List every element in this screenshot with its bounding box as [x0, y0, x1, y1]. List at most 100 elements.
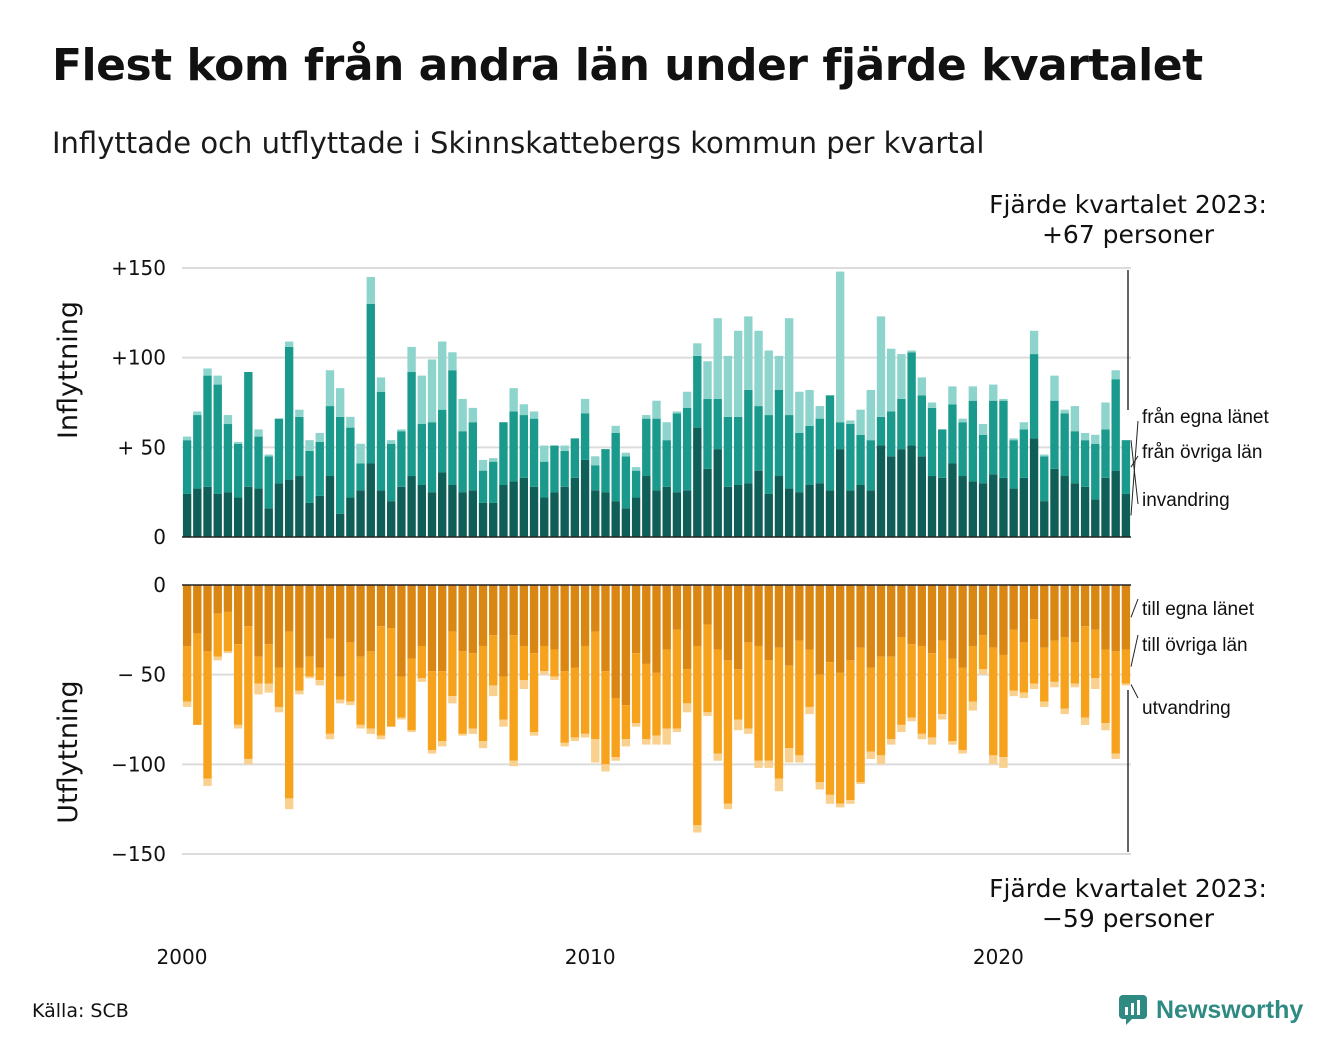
bar-utvandring	[764, 760, 773, 768]
bar-invandring	[295, 409, 304, 417]
bar-till-egna-länet	[1080, 585, 1090, 627]
bar-till-övriga-län	[223, 611, 233, 652]
bar-från-egna-länet	[713, 449, 722, 537]
bar-till-egna-länet	[682, 585, 692, 670]
bar-invandring	[356, 443, 365, 464]
bar-till-egna-länet	[387, 585, 396, 629]
bar-till-egna-länet	[958, 585, 967, 668]
bar-invandring	[489, 458, 498, 462]
brand-logo[interactable]: Newsworthy	[1118, 994, 1303, 1026]
bar-invandring	[387, 440, 396, 444]
bar-från-övriga-län	[366, 303, 375, 464]
bar-från-övriga-län	[835, 422, 845, 450]
bar-utvandring	[1121, 683, 1131, 686]
bar-från-egna-länet	[1029, 438, 1039, 537]
bar-utvandring	[856, 782, 865, 785]
bar-utvandring	[805, 706, 814, 715]
bar-till-övriga-län	[652, 672, 661, 736]
bar-till-egna-länet	[397, 585, 406, 677]
bar-till-egna-länet	[1101, 585, 1110, 650]
bar-till-övriga-län	[1091, 629, 1100, 679]
bar-från-övriga-län	[509, 411, 518, 482]
bar-till-övriga-län	[958, 667, 967, 750]
bar-från-övriga-län	[682, 407, 692, 491]
bar-till-egna-länet	[193, 585, 202, 634]
bar-till-övriga-län	[631, 653, 641, 724]
bar-invandring	[621, 452, 631, 457]
bar-från-övriga-län	[948, 404, 957, 464]
bar-utvandring	[754, 760, 763, 768]
bar-till-övriga-län	[519, 645, 529, 681]
bar-från-egna-länet	[335, 513, 345, 537]
bar-från-egna-länet	[662, 486, 671, 537]
bar-utvandring	[999, 757, 1008, 768]
bar-till-övriga-län	[733, 669, 743, 720]
bar-invandring	[591, 456, 600, 466]
bar-utvandring	[427, 749, 437, 754]
bar-från-egna-länet	[438, 472, 447, 537]
bar-invandring	[233, 441, 243, 444]
bar-utvandring	[744, 728, 753, 734]
bar-invandring	[917, 377, 926, 396]
bar-från-egna-länet	[1070, 483, 1080, 537]
bar-till-egna-länet	[897, 585, 906, 638]
bar-till-egna-länet	[652, 585, 661, 673]
bar-invandring	[529, 411, 539, 419]
bar-från-egna-länet	[703, 468, 712, 537]
annotations: Fjärde kvartalet 2023:+67 personerFjärde…	[989, 190, 1267, 933]
bar-invandring	[611, 425, 620, 433]
bar-till-övriga-län	[917, 645, 926, 734]
bar-till-övriga-län	[182, 645, 192, 702]
bar-från-egna-länet	[866, 490, 875, 537]
bar-invandring	[468, 407, 478, 423]
bar-från-egna-länet	[723, 486, 733, 537]
bar-till-egna-länet	[295, 585, 304, 668]
bar-utvandring	[652, 735, 661, 745]
bar-från-övriga-län	[295, 416, 304, 477]
bar-till-övriga-län	[213, 613, 222, 657]
bar-från-egna-länet	[397, 486, 406, 537]
bar-från-övriga-län	[1060, 413, 1069, 477]
bar-till-egna-länet	[458, 585, 467, 652]
bar-från-övriga-län	[968, 400, 978, 482]
bar-till-egna-länet	[284, 585, 294, 632]
bar-till-egna-länet	[233, 585, 243, 645]
bar-till-egna-länet	[938, 585, 947, 641]
bar-från-övriga-län	[652, 418, 661, 491]
bar-till-egna-länet	[1111, 585, 1120, 652]
bar-till-egna-länet	[509, 585, 518, 636]
bar-från-övriga-län	[427, 422, 437, 493]
bar-från-övriga-län	[866, 440, 875, 491]
bar-invandring	[1029, 330, 1039, 355]
bar-från-egna-länet	[325, 476, 335, 537]
bar-till-övriga-län	[254, 656, 263, 684]
bar-invandring	[305, 440, 314, 451]
bar-till-egna-länet	[703, 585, 712, 625]
bar-utvandring	[213, 656, 222, 661]
bar-från-egna-länet	[346, 497, 355, 537]
bar-från-övriga-län	[621, 456, 631, 509]
bar-från-egna-länet	[856, 484, 865, 537]
leader-line	[1130, 455, 1139, 468]
bar-invandring	[1050, 375, 1059, 401]
annotation-text: +67 personer	[1042, 220, 1215, 249]
bar-till-egna-länet	[550, 585, 559, 650]
bar-från-egna-länet	[611, 501, 620, 537]
bar-utvandring	[550, 676, 559, 681]
bar-till-övriga-län	[560, 671, 569, 743]
bar-till-egna-länet	[784, 585, 794, 666]
bar-från-övriga-län	[938, 429, 947, 478]
annotation-text: Fjärde kvartalet 2023:	[989, 190, 1267, 219]
bar-till-övriga-län	[591, 631, 600, 740]
bar-till-egna-länet	[1091, 585, 1100, 630]
bar-till-övriga-län	[193, 633, 202, 725]
bar-till-övriga-län	[468, 653, 478, 729]
bar-invandring	[642, 415, 651, 419]
bar-från-övriga-län	[989, 400, 998, 475]
bar-invandring	[254, 429, 263, 437]
bar-från-övriga-län	[448, 370, 457, 485]
bar-från-övriga-län	[499, 422, 508, 485]
bar-till-egna-länet	[601, 585, 610, 672]
bar-till-övriga-län	[611, 697, 620, 758]
bar-utvandring	[1019, 692, 1029, 698]
